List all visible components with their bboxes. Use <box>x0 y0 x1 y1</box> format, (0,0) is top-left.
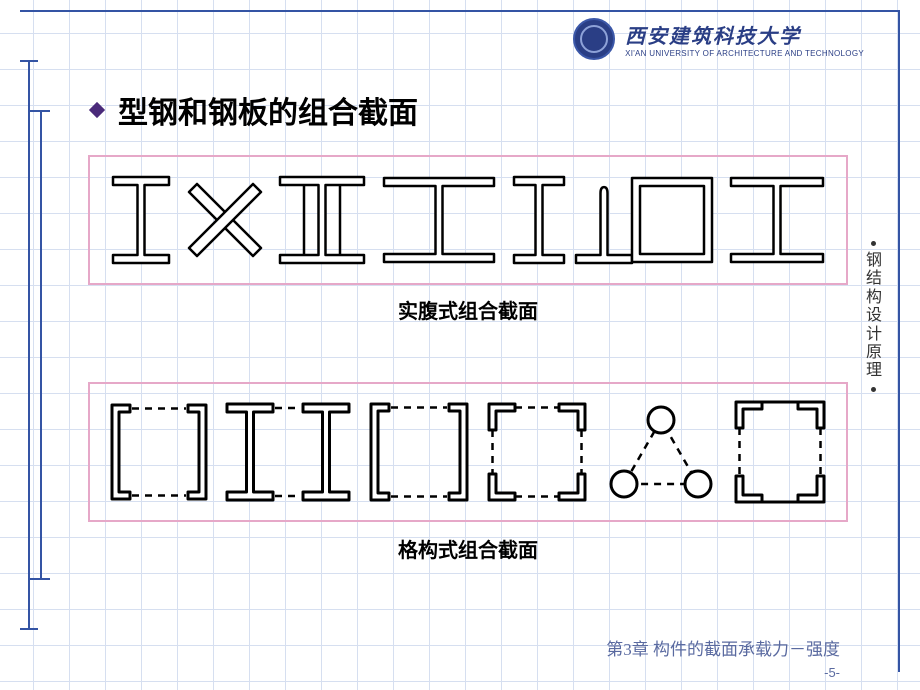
cross-section-four-angles <box>483 398 591 506</box>
university-name-en: XI'AN UNIVERSITY OF ARCHITECTURE AND TEC… <box>625 49 864 58</box>
border-corner <box>20 628 38 630</box>
main-title-text: 型钢和钢板的组合截面 <box>118 88 418 132</box>
border-corner <box>28 110 50 112</box>
university-logo-block: 西安建筑科技大学 XI'AN UNIVERSITY OF ARCHITECTUR… <box>573 18 864 60</box>
cross-section-x-cross <box>186 181 264 259</box>
main-title-row: 型钢和钢板的组合截面 <box>88 88 418 132</box>
bullet-dot-icon <box>871 241 876 246</box>
side-title-char: 构 <box>866 289 882 307</box>
cross-section-box-angles-in <box>730 396 830 508</box>
panel-solid-sections <box>88 155 848 285</box>
cross-section-i-t-combo <box>511 174 615 266</box>
cross-section-box <box>629 175 715 265</box>
border-right <box>898 10 900 672</box>
side-title-char: 结 <box>866 270 882 288</box>
border-corner <box>20 60 38 62</box>
cross-section-i-beam <box>381 175 497 265</box>
cross-section-dual-i-beams <box>221 398 355 506</box>
side-title-char: 钢 <box>866 252 882 270</box>
border-left-outer <box>28 60 30 630</box>
university-name-cn: 西安建筑科技大学 <box>625 20 801 49</box>
diamond-bullet-icon <box>88 101 106 119</box>
university-text: 西安建筑科技大学 XI'AN UNIVERSITY OF ARCHITECTUR… <box>625 20 864 58</box>
border-corner <box>28 578 50 580</box>
cross-section-i-beam <box>110 174 172 266</box>
border-top <box>20 10 900 12</box>
cross-section-box-channels-in <box>365 398 473 506</box>
page-number: -5- <box>824 665 840 680</box>
panel-solid-label: 实腹式组合截面 <box>88 295 848 324</box>
cross-section-i-beam <box>277 174 367 266</box>
cross-section-i-beam <box>728 175 826 265</box>
panel-lattice-sections <box>88 382 848 522</box>
bullet-dot-icon <box>871 387 876 392</box>
side-title-char: 理 <box>866 362 882 380</box>
cross-section-box-channels-out <box>106 399 212 505</box>
panel-lattice-label: 格构式组合截面 <box>88 534 848 563</box>
border-left-inner <box>40 110 42 580</box>
chapter-footer: 第3章 构件的截面承载力－强度 <box>606 635 840 660</box>
university-emblem-icon <box>573 18 615 60</box>
side-title-char: 原 <box>866 344 882 362</box>
side-title-char: 计 <box>866 326 882 344</box>
side-title-char: 设 <box>866 307 882 325</box>
slide-root: 西安建筑科技大学 XI'AN UNIVERSITY OF ARCHITECTUR… <box>0 0 920 690</box>
cross-section-tri-tubes <box>601 397 721 507</box>
side-vertical-title: 钢结构设计原理 <box>866 235 882 398</box>
